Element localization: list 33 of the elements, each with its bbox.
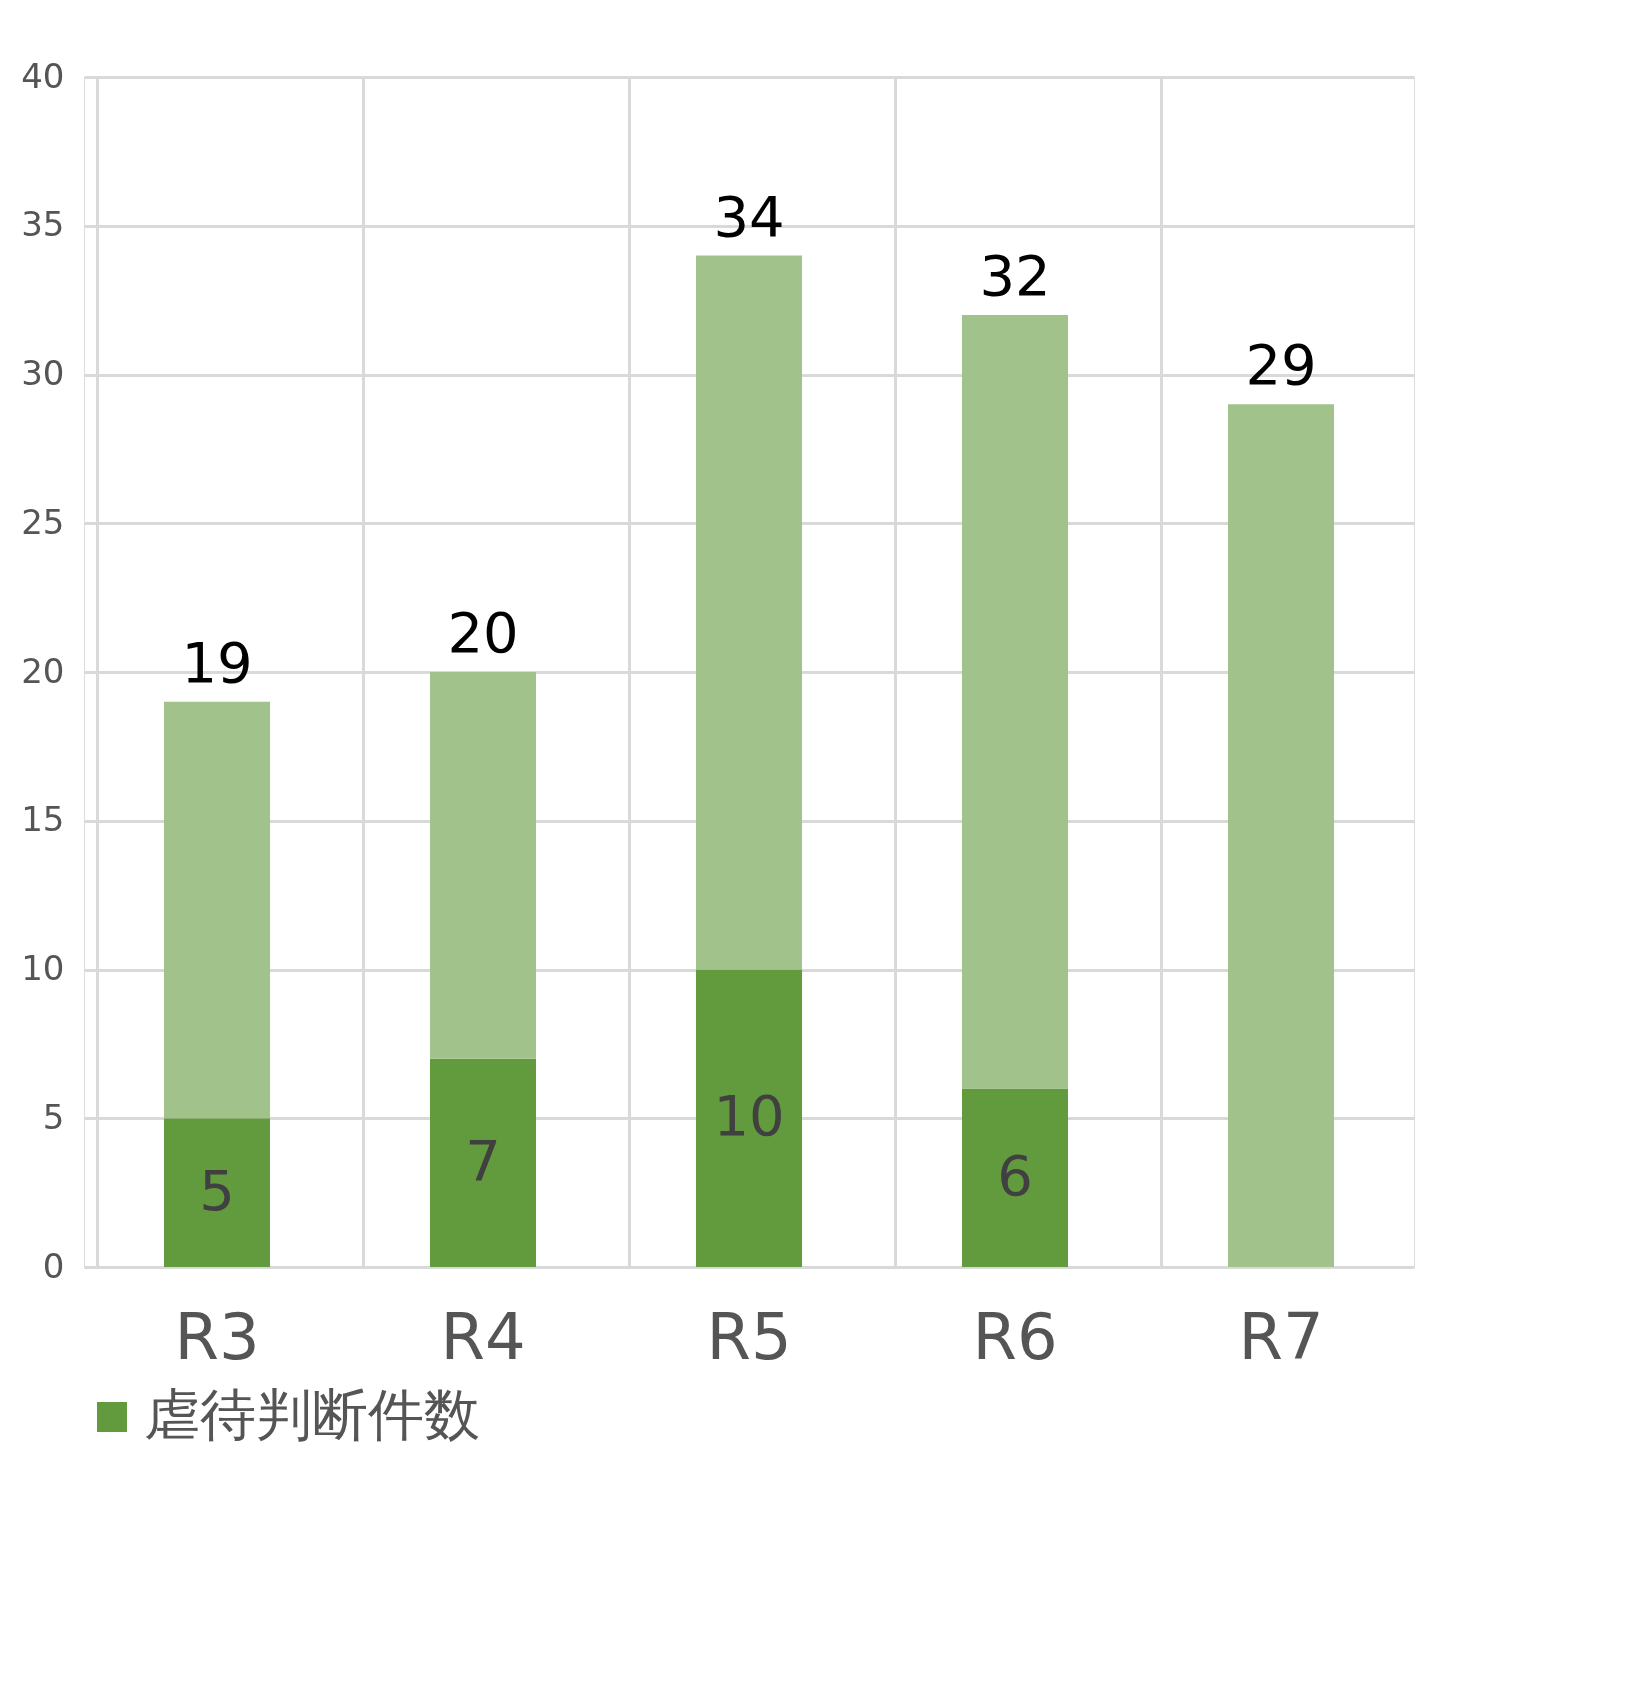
x-tick-label: R6 <box>972 1299 1058 1374</box>
y-tick-label: 0 <box>42 1245 65 1286</box>
data-label: 7 <box>465 1127 501 1193</box>
total-label: 20 <box>447 600 519 665</box>
y-tick-label: 20 <box>21 650 65 691</box>
y-tick-label: 10 <box>21 948 65 988</box>
y-tick-label: 30 <box>21 353 65 393</box>
bar <box>430 672 536 1059</box>
y-tick-label: 40 <box>21 55 65 96</box>
y-tick-label: 15 <box>21 799 65 840</box>
total-label: 29 <box>1245 332 1317 398</box>
data-label: 6 <box>997 1142 1033 1208</box>
x-tick-label: R5 <box>706 1299 792 1374</box>
x-tick-label: R3 <box>174 1299 260 1374</box>
bar <box>164 1118 270 1267</box>
total-label: 32 <box>979 243 1051 308</box>
total-label: 34 <box>713 183 785 249</box>
data-label: 5 <box>199 1157 235 1223</box>
bar <box>962 315 1068 1089</box>
total-label: 19 <box>181 629 253 695</box>
bar <box>164 701 270 1119</box>
bar <box>1228 404 1334 1267</box>
legend-label: 虐待判断件数 <box>144 1382 480 1447</box>
bar <box>962 1088 1068 1267</box>
bar <box>696 969 802 1267</box>
bar <box>696 255 802 970</box>
bar <box>430 1058 536 1267</box>
x-tick-label: R4 <box>440 1299 526 1374</box>
data-label: 10 <box>713 1083 785 1149</box>
x-tick-label: R7 <box>1238 1299 1324 1374</box>
y-tick-label: 35 <box>21 204 65 245</box>
y-tick-label: 25 <box>21 501 65 542</box>
y-tick-label: 5 <box>42 1096 65 1137</box>
